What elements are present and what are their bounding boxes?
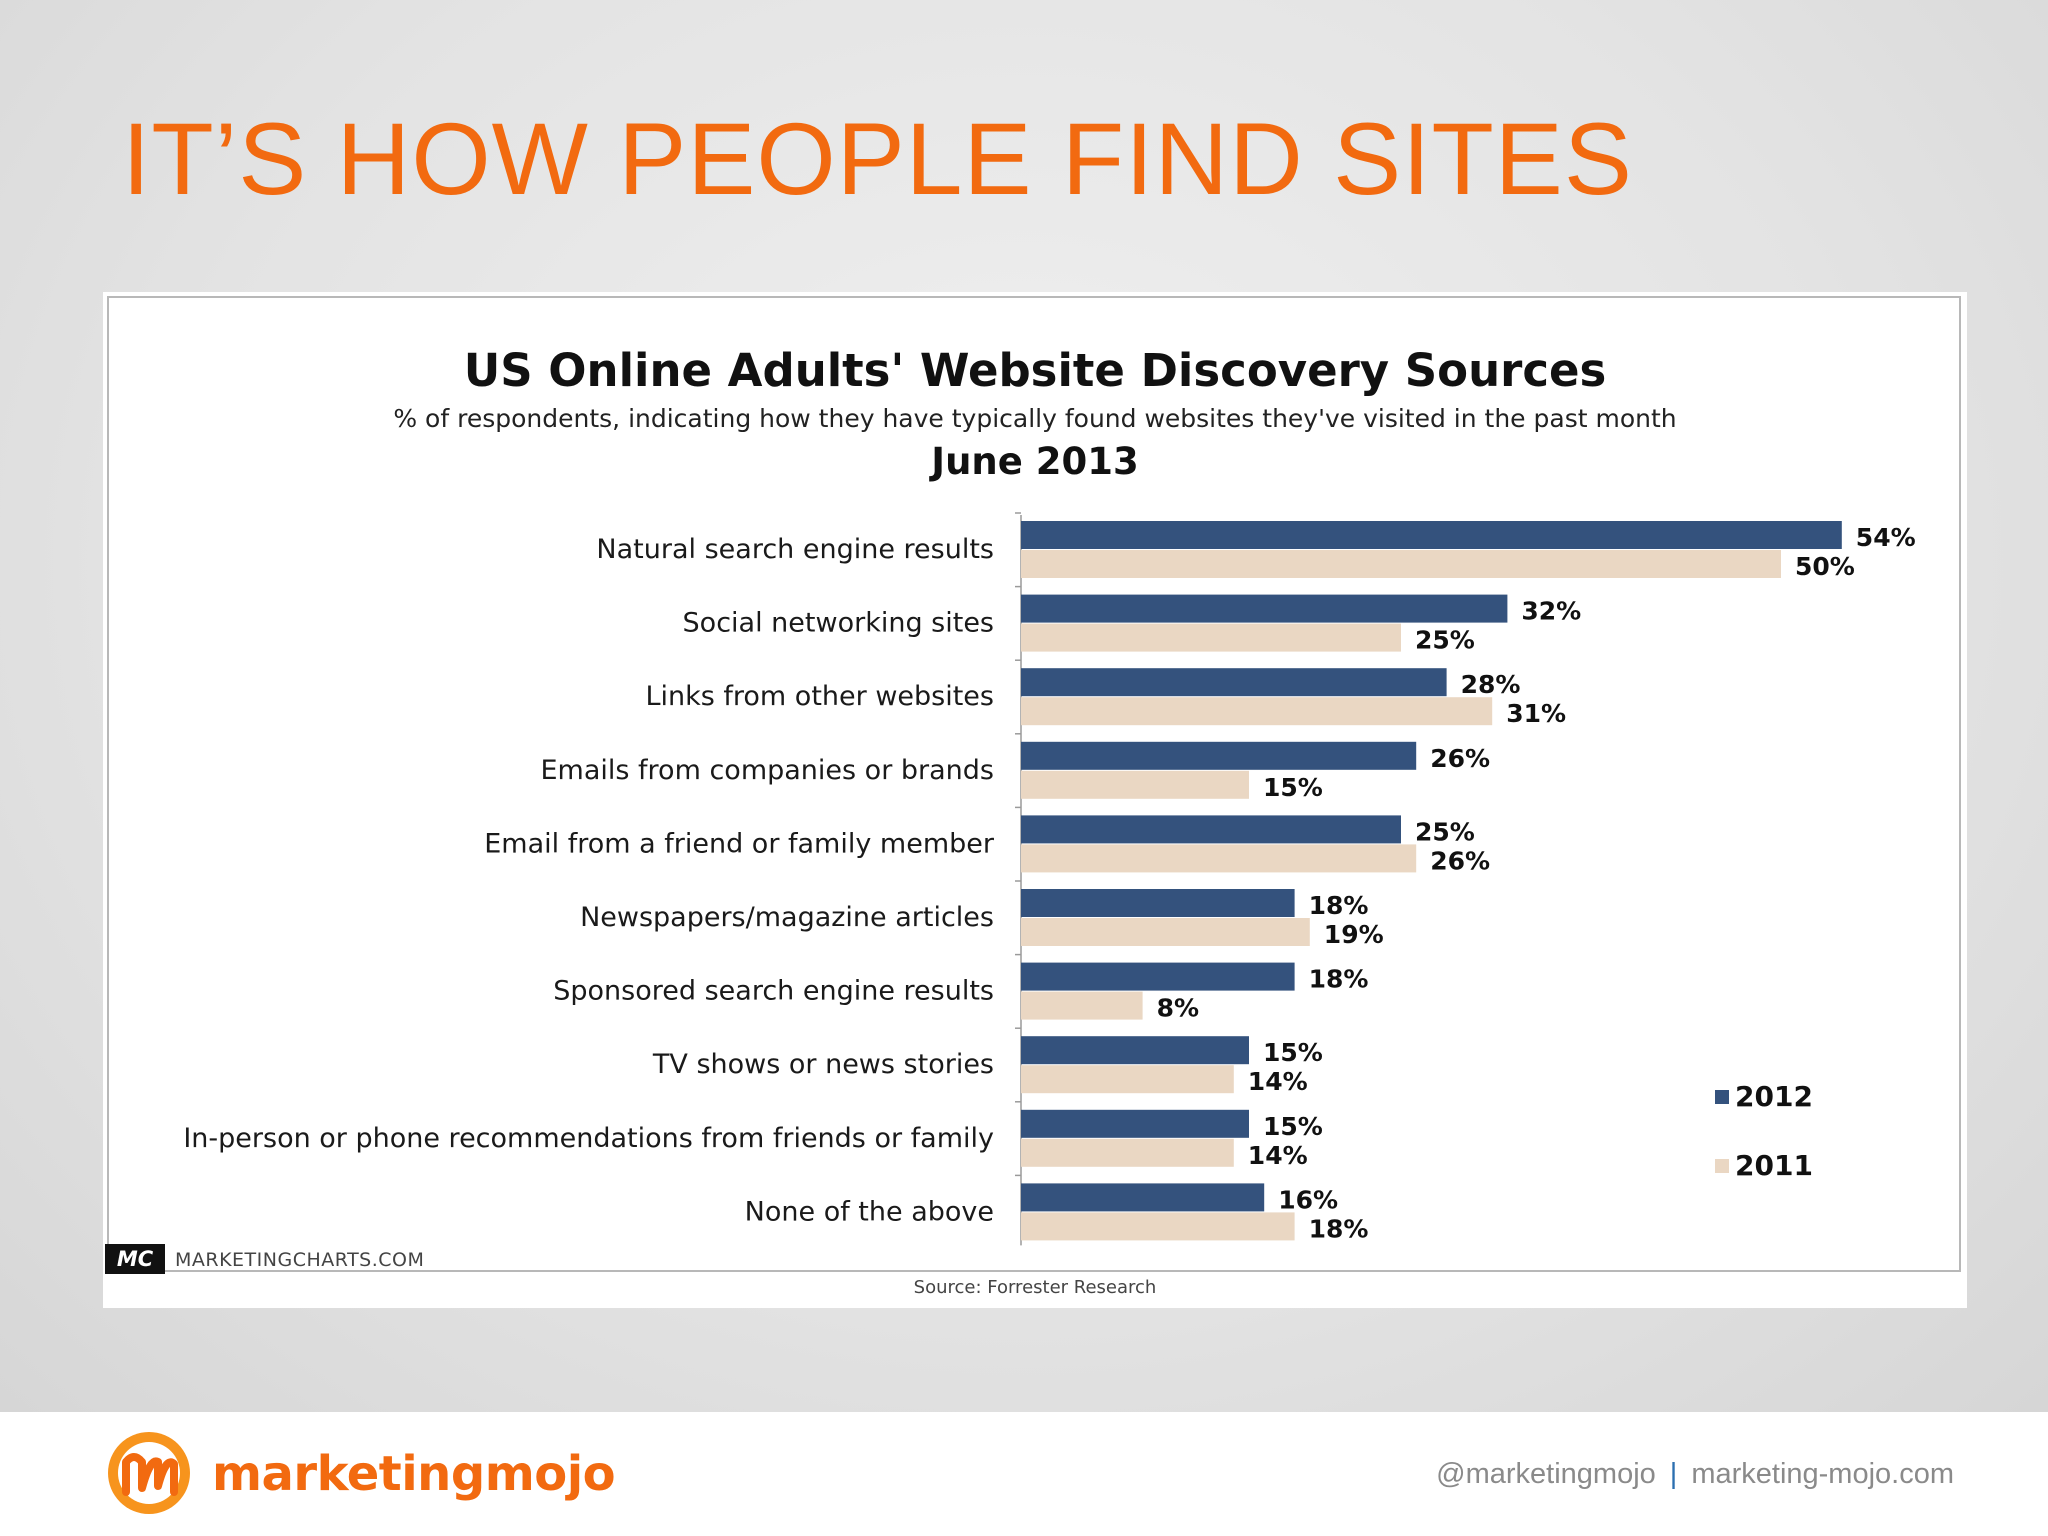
bar-2011-1 [1021,550,1781,578]
bar-2011-2 [1021,623,1401,652]
value-label-2012-3: 28% [1461,670,1521,699]
marketingmojo-logo-icon [108,1432,190,1514]
value-label-2011-7: 8% [1157,994,1199,1023]
category-label: Social networking sites [683,608,994,639]
bar-2012-6 [1021,889,1295,917]
bar-2012-10 [1021,1183,1265,1212]
value-label-2012-1: 54% [1856,523,1916,552]
category-label: TV shows or news stories [652,1049,994,1080]
marketingmojo-wordmark: marketingmojo [212,1446,616,1502]
category-label: Email from a friend or family member [484,828,995,859]
footer-bar [0,1412,2048,1536]
value-label-2011-9: 14% [1248,1141,1308,1170]
bar-2012-4 [1021,741,1417,770]
footer-links: @marketingmojo | marketing-mojo.com [1436,1458,1954,1491]
bar-2011-6 [1021,918,1310,946]
bar-2012-7 [1021,962,1295,991]
bar-2012-3 [1021,668,1447,697]
bar-2011-8 [1021,1065,1234,1094]
bar-2012-8 [1021,1036,1249,1065]
value-label-2012-2: 32% [1521,597,1581,626]
footer-separator: | [1669,1458,1678,1490]
value-label-2011-6: 19% [1324,920,1384,949]
marketingcharts-site: MARKETINGCHARTS.COM [175,1249,425,1271]
value-label-2012-5: 25% [1415,817,1475,846]
legend-label-2012: 2012 [1735,1080,1813,1113]
slide-title: IT’S HOW PEOPLE FIND SITES [122,102,1633,216]
value-label-2011-4: 15% [1263,773,1323,802]
bar-2011-5 [1021,844,1417,873]
chart-frame [107,296,1961,1272]
bar-2012-2 [1021,594,1508,623]
value-label-2011-3: 31% [1506,699,1566,728]
value-label-2012-9: 15% [1263,1112,1323,1141]
bar-2011-9 [1021,1138,1234,1167]
category-label: Links from other websites [645,681,994,712]
chart-source: Source: Forrester Research [913,1277,1157,1298]
category-label: In-person or phone recommendations from … [183,1123,994,1154]
legend-swatch-2012 [1715,1090,1729,1104]
bar-2011-3 [1021,697,1493,726]
twitter-handle-link[interactable]: @marketingmojo [1436,1458,1656,1490]
website-link[interactable]: marketing-mojo.com [1691,1458,1954,1490]
category-label: Sponsored search engine results [553,976,994,1007]
bar-2012-5 [1021,815,1401,844]
category-label: Emails from companies or brands [540,755,994,786]
chart-card: US Online Adults' Website Discovery Sour… [103,292,1967,1308]
value-label-2012-10: 16% [1278,1185,1338,1214]
bar-2011-10 [1021,1212,1295,1241]
legend-swatch-2011 [1715,1159,1729,1173]
bar-2011-7 [1021,991,1143,1020]
bar-2012-9 [1021,1109,1249,1138]
value-label-2011-5: 26% [1430,846,1490,875]
chart-date: June 2013 [931,440,1139,483]
bar-2012-1 [1021,521,1842,549]
chart-title: US Online Adults' Website Discovery Sour… [463,344,1607,397]
value-label-2012-4: 26% [1430,744,1490,773]
value-label-2011-2: 25% [1415,626,1475,655]
category-label: None of the above [745,1196,994,1227]
value-label-2012-7: 18% [1309,965,1369,994]
marketingcharts-badge: MC [105,1244,165,1274]
value-label-2012-8: 15% [1263,1038,1323,1067]
category-label: Natural search engine results [596,534,994,565]
category-label: Newspapers/magazine articles [580,902,994,933]
value-label-2012-6: 18% [1309,891,1369,920]
value-label-2011-1: 50% [1795,552,1855,581]
bar-2011-4 [1021,770,1249,799]
value-label-2011-10: 18% [1309,1214,1369,1243]
value-label-2011-8: 14% [1248,1067,1308,1096]
chart-subtitle: % of respondents, indicating how they ha… [393,404,1677,433]
legend-label-2011: 2011 [1735,1149,1813,1182]
bar-chart-plot: Natural search engine results 54%50% Socia… [183,512,1916,1246]
